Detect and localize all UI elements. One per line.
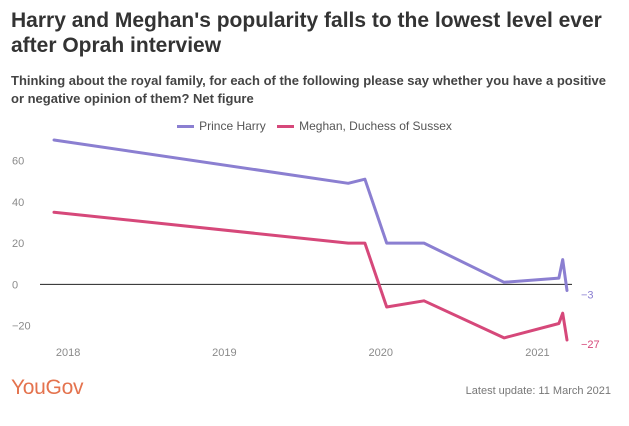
legend-item-meghan: Meghan, Duchess of Sussex bbox=[277, 119, 452, 133]
y-tick-label: 20 bbox=[12, 238, 24, 250]
yougov-logo: YouGov bbox=[11, 376, 84, 399]
chart-title: Harry and Meghan's popularity falls to t… bbox=[11, 9, 602, 57]
y-tick-label: 40 bbox=[12, 197, 24, 209]
legend-swatch-meghan bbox=[277, 125, 295, 129]
chart-legend: Prince Harry Meghan, Duchess of Sussex bbox=[0, 119, 629, 133]
series-line-meghan bbox=[52, 210, 569, 342]
legend-item-harry: Prince Harry bbox=[177, 119, 266, 133]
legend-label-harry: Prince Harry bbox=[199, 119, 266, 133]
x-tick-label: 2021 bbox=[525, 347, 549, 359]
y-tick-label: −20 bbox=[12, 321, 31, 333]
x-tick-label: 2018 bbox=[56, 347, 80, 359]
series-line-harry bbox=[52, 138, 569, 292]
end-value-label: −3 bbox=[581, 290, 594, 302]
chart-subtitle: Thinking about the royal family, for eac… bbox=[11, 73, 606, 106]
end-value-label: −27 bbox=[581, 339, 600, 351]
x-tick-label: 2020 bbox=[368, 347, 392, 359]
y-tick-label: 0 bbox=[12, 279, 18, 291]
x-tick-label: 2019 bbox=[212, 347, 236, 359]
legend-label-meghan: Meghan, Duchess of Sussex bbox=[299, 119, 452, 133]
latest-update-text: Latest update: 11 March 2021 bbox=[465, 385, 611, 397]
legend-swatch-harry bbox=[177, 125, 195, 129]
y-tick-label: 60 bbox=[12, 156, 24, 168]
